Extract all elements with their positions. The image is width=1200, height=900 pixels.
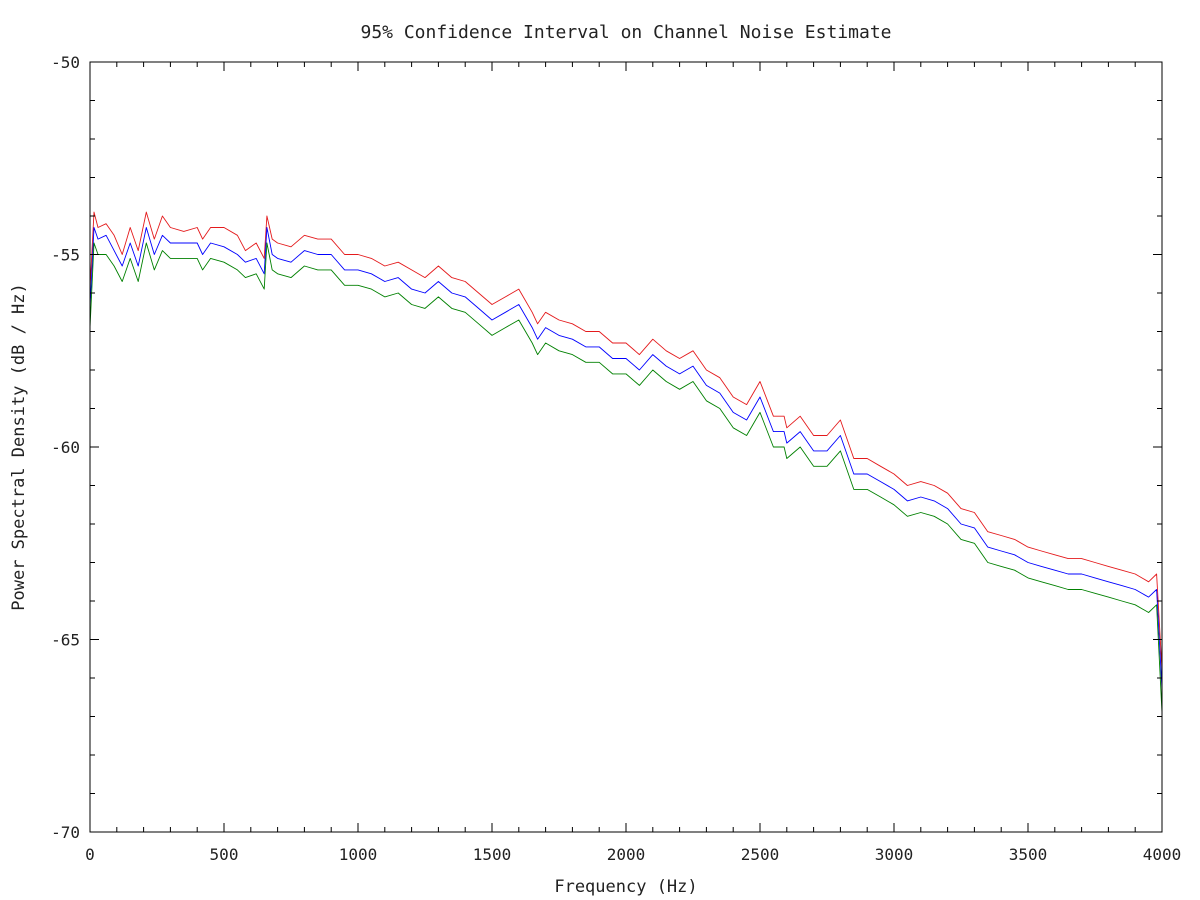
x-axis-label: Frequency (Hz) [554,877,697,897]
x-tick-label: 3500 [1009,845,1048,864]
y-tick-label: -70 [51,823,80,842]
y-tick-label: -55 [51,246,80,265]
x-tick-label: 3000 [875,845,914,864]
x-tick-label: 1000 [339,845,378,864]
x-tick-label: 2500 [741,845,780,864]
series-line-2 [89,227,1163,690]
y-axis-label: Power Spectral Density (dB / Hz) [9,283,29,611]
chart-title: 95% Confidence Interval on Channel Noise… [360,22,891,43]
x-tick-label: 4000 [1143,845,1182,864]
x-tick-label: 0 [85,845,95,864]
tick-labels: 0 500 1000 1500 2000 2500 3000 3500 4000 -70 -65 -6… [51,53,1181,864]
y-tick-label: -50 [51,53,80,72]
x-tick-label: 1500 [473,845,512,864]
x-tick-label: 2000 [607,845,646,864]
x-tick-label: 500 [210,845,239,864]
series-line-3 [89,242,1163,713]
y-tick-label: -65 [51,631,80,650]
series-line-1 [89,211,1163,671]
ticks [89,61,1163,833]
plot-lines [89,211,1163,713]
y-tick-label: -60 [51,438,80,457]
plot-frame [89,61,1163,833]
